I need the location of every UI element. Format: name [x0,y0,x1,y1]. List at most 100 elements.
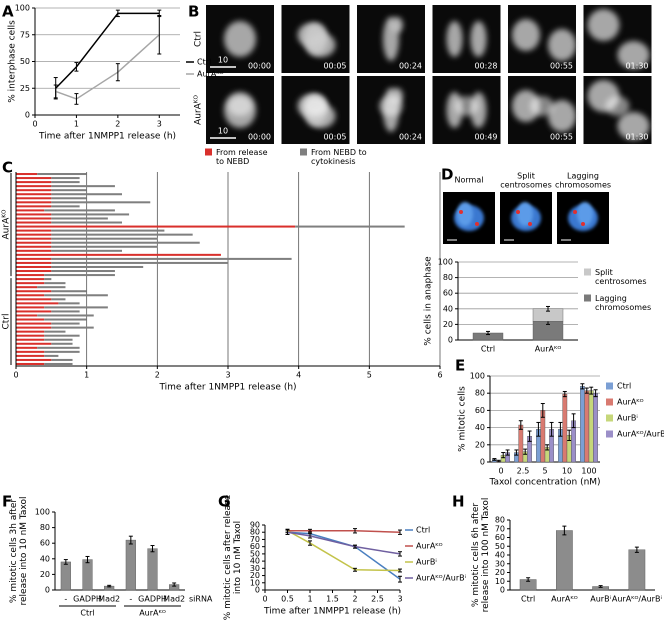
y-tick-label: 0 [500,586,505,595]
chromosomes [517,202,533,226]
bar-segment [16,205,52,208]
panel-label: C [2,159,13,177]
timestamp: 00:00 [248,62,271,71]
series-line [55,12,160,89]
bar-segment [16,270,52,273]
bar-segment [51,270,115,273]
bar-segment [16,350,45,353]
x-tick-label: 1 [307,595,312,604]
centrosome [528,222,532,226]
timestamp: 00:24 [399,133,422,142]
y-tick-label: 20 [250,571,260,580]
y-tick-label: 25 [20,84,30,93]
cell-signal [512,19,540,51]
legend-swatch [606,430,613,438]
y-axis-label: % interphase cells [8,20,18,103]
x-tick-label: 2.5 [517,467,530,476]
cell-signal [605,96,630,116]
series-line [287,530,401,533]
bar-segment [16,233,52,236]
micrograph [432,5,501,73]
legend-label: Ctrl [197,58,211,67]
y-tick-label: 60 [495,533,505,542]
legend-swatch [584,268,591,276]
bar-segment [16,265,52,268]
y-tick-label: 100 [470,372,485,381]
centrosome [475,222,479,226]
bar-segment [16,253,221,256]
cell-signal [548,100,576,132]
text-line: Split [517,171,535,180]
legend-swatch [584,294,591,302]
y-tick-label: 80 [40,523,50,532]
bar-segment [16,225,296,228]
panel-label: B [188,3,199,21]
bar-segment [44,362,73,365]
y-tick-label: 60 [475,406,485,415]
bar-segment [16,314,38,317]
row-label: Ctrl [194,31,204,47]
legend-swatch [205,148,212,156]
bar-segment [51,221,123,224]
x-tick-label: Mad2 [98,595,120,604]
x-tick-label: 6 [437,371,442,380]
bar [82,559,93,591]
bar-segment [16,217,52,220]
series-line [287,531,401,580]
y-tick-label: 20 [495,568,505,577]
bar [518,424,524,463]
legend-label: AurAᴷᴼ/AurBⁱ [617,430,664,439]
x-tick-label: 2 [115,120,120,129]
legend-label: AurAᴷᴼ [617,398,644,407]
y-tick-label: 0 [255,586,260,595]
timestamp: 00:05 [323,133,346,142]
x-tick-label: AurAᴷᴼ/AurBⁱ [612,595,662,604]
legend-label: AurAᴷᴼ/AurBⁱ [416,574,466,583]
y-tick-label: 100 [35,508,50,517]
cell-signal [470,21,487,57]
centrosome [573,210,577,214]
bar-segment [51,201,151,204]
x-tick-label: 2 [155,371,160,380]
x-tick-label: 2 [352,595,357,604]
x-tick-label: GADPH [73,595,102,604]
bar [147,548,158,591]
bar-segment [44,350,80,353]
bar-segment [16,237,52,240]
bar-segment [16,334,45,337]
timestamp: 00:24 [399,62,422,71]
centrosome [516,210,520,214]
y-tick-label: 70 [250,535,260,544]
y-tick-label: 10 [250,578,260,587]
x-tick-label: 1 [74,120,79,129]
bar-segment [16,229,52,232]
panel-label: D [441,166,453,184]
y-tick-label: 40 [40,554,50,563]
bar-segment [37,173,87,176]
bar-segment [295,225,405,228]
legend-label: Lagging chromosomes [595,294,651,312]
y-axis-label: % mitotic cells [458,386,468,452]
bar-segment [16,358,52,361]
bar-segment [44,354,59,357]
x-tick-label: Ctrl [481,345,495,354]
text-line: From NEBD to [311,148,367,157]
image-label: Lagging chromosomes [555,171,611,189]
y-tick-label: 10 [495,577,505,586]
bar-segment [51,213,130,216]
x-tick-label: - [129,595,132,604]
centrosome [459,210,463,214]
y-tick-label: 40 [250,557,260,566]
bar-segment [51,290,87,293]
bar-segment [44,306,108,309]
cell-signal [530,96,554,116]
bar-segment [51,342,73,345]
y-tick-label: 30 [250,564,260,573]
bar [628,549,646,591]
bar-segment [51,197,87,200]
y-tick-label: 90 [250,521,260,530]
text-line: From release [216,148,268,157]
bar-segment [16,362,45,365]
y-tick-label: 75 [20,30,30,39]
